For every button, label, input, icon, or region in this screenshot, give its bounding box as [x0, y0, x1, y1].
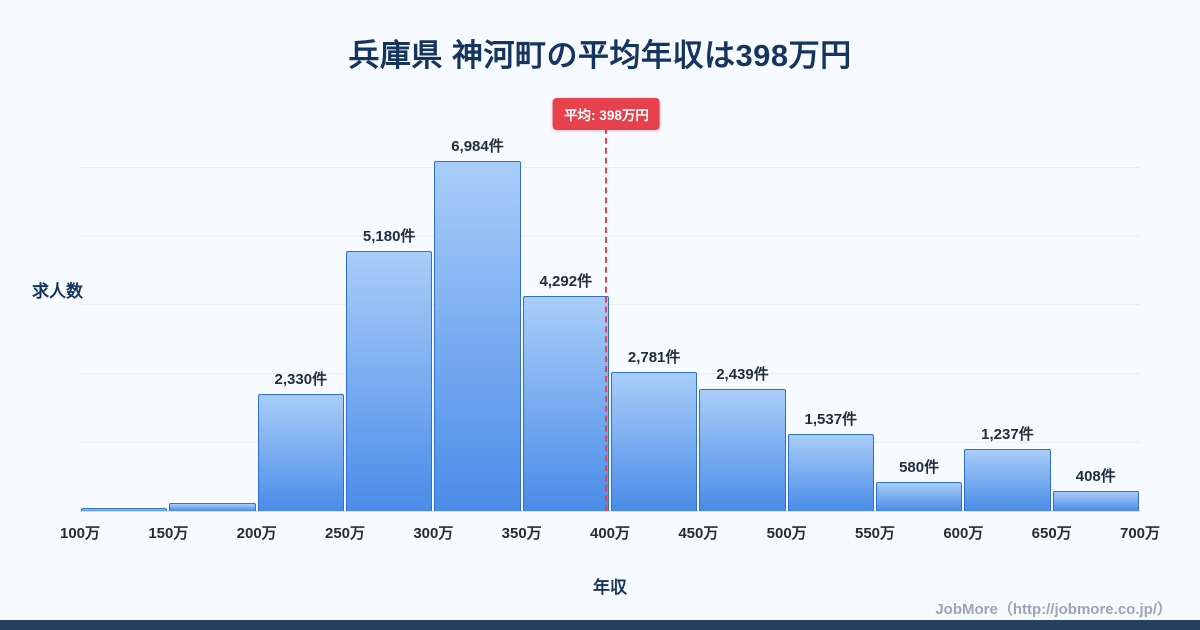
bar-slot: 4,292件 [522, 100, 610, 511]
histogram-bar [610, 371, 698, 511]
plot-area: 2,330件 5,180件 6,984件 4,292件 2,781件 2,439件 1,53… [60, 98, 1160, 542]
bar-value-label: 580件 [899, 458, 940, 476]
x-tick-label: 250万 [324, 525, 366, 542]
histogram-bar [699, 388, 786, 511]
x-tick-label: 550万 [854, 525, 896, 542]
x-tick-label: 300万 [413, 525, 454, 542]
bar-slot: 5,180件 [345, 100, 433, 511]
x-tick-label: 400万 [589, 525, 631, 542]
bar-value-label: 1,237件 [981, 426, 1034, 443]
average-badge: 平均: 398万円 [553, 98, 660, 130]
histogram-bar [964, 449, 1051, 511]
bar-value-label: 6,984件 [451, 137, 504, 155]
bar-value-label: 2,330件 [274, 371, 328, 389]
x-tick-label: 100万 [59, 525, 101, 542]
histogram-bar [81, 508, 168, 511]
x-tick-label: 650万 [1031, 525, 1072, 542]
bar-slot [168, 100, 256, 511]
y-axis-label: 求人数 [32, 282, 83, 301]
x-tick-label: 700万 [1119, 525, 1161, 542]
bar-value-label: 2,439件 [716, 365, 769, 383]
chart-title: 兵庫県 神河町の平均年収は398万円 [348, 38, 852, 73]
histogram-bar [434, 160, 521, 511]
x-tick-label: 450万 [678, 525, 719, 542]
bar-slot: 2,439件 [698, 100, 786, 511]
x-axis-label: 年収 [593, 578, 627, 597]
average-line [605, 108, 608, 511]
histogram-bar [257, 394, 344, 511]
x-tick-label: 350万 [501, 525, 542, 542]
x-tick-label: 200万 [236, 525, 277, 542]
bar-value-label: 5,180件 [362, 228, 416, 246]
bar-slot: 2,781件 [610, 100, 698, 511]
bar-value-label: 2,781件 [627, 348, 681, 366]
bar-slot: 1,237件 [963, 100, 1051, 511]
bar-slot: 2,330件 [257, 100, 345, 511]
footer-bar [0, 620, 1200, 630]
bars-container: 2,330件 5,180件 6,984件 4,292件 2,781件 2,439件 1,53… [80, 100, 1140, 511]
histogram-bar [787, 433, 874, 511]
histogram-bar [522, 295, 609, 511]
bar-value-label: 4,292件 [539, 272, 593, 290]
histogram-bar [345, 251, 433, 511]
x-tick-label: 150万 [148, 525, 189, 542]
bar-slot: 1,537件 [787, 100, 875, 511]
x-tick-label: 600万 [943, 525, 984, 542]
x-axis-ticks: 100万 150万 200万 250万 300万 350万 400万 450万 500万 550万… [60, 511, 1160, 545]
histogram-bar [875, 481, 963, 511]
histogram-bar [1052, 490, 1139, 511]
histogram-bar [169, 503, 256, 511]
x-tick-label: 500万 [766, 525, 807, 542]
bar-value-label: 1,537件 [804, 410, 858, 428]
bar-slot: 6,984件 [433, 100, 521, 511]
bar-slot: 580件 [875, 100, 963, 511]
bar-slot [80, 100, 168, 511]
bar-slot: 408件 [1052, 100, 1140, 511]
footer-credit: JobMore（http://jobmore.co.jp/） [935, 601, 1172, 618]
bar-value-label: 408件 [1075, 467, 1116, 485]
